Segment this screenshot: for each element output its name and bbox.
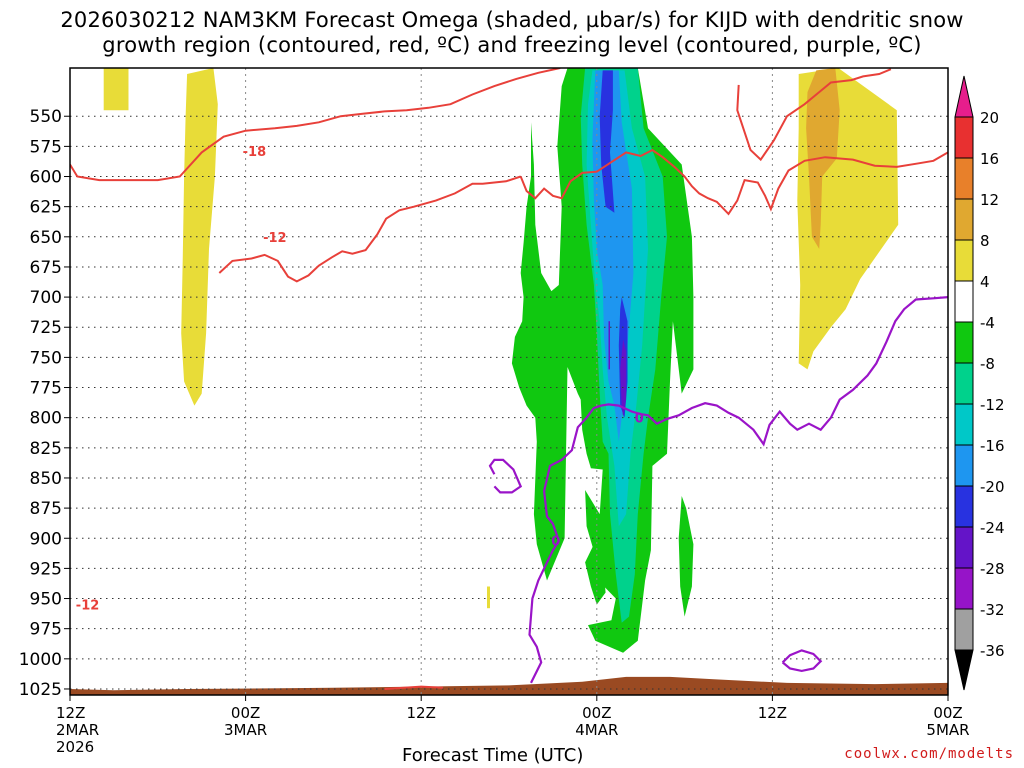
omega-region-neg4-6 — [585, 544, 606, 605]
dendritic-contour-4 — [384, 685, 444, 690]
y-tick-label-975: 975 — [30, 620, 62, 640]
x-tick-label-0-1: 2MAR — [56, 721, 99, 739]
y-tick-label-925: 925 — [30, 559, 62, 579]
omega-region-neg4-7 — [678, 496, 694, 617]
dendritic-contour-label-1: -12 — [263, 231, 287, 246]
dendritic-contour-label-2: -12 — [76, 599, 100, 614]
freezing-contour-0 — [528, 296, 948, 684]
colorbar-label-12: -32 — [980, 601, 1005, 619]
chart-title-line-2: growth region (contoured, red, ºC) and f… — [102, 33, 922, 57]
colorbar-label-6: -8 — [980, 355, 995, 373]
y-tick-label-600: 600 — [30, 168, 62, 188]
y-tick-label-700: 700 — [30, 288, 62, 308]
colorbar-bin-9 — [954, 485, 974, 528]
freezing-contour-label-1: 0 — [551, 535, 560, 550]
y-tick-label-775: 775 — [30, 379, 62, 399]
terrain-fill — [70, 676, 948, 695]
colorbar-label-1: 16 — [980, 150, 999, 168]
omega-shading-layer — [70, 68, 948, 695]
x-tick-label-0-2: 2026 — [56, 738, 94, 756]
plot-frame — [69, 67, 949, 696]
y-tick-label-1000: 1000 — [19, 650, 62, 670]
colorbar-bin-8 — [954, 444, 974, 487]
colorbar-bin-1 — [954, 157, 974, 200]
colorbar-bin-12 — [954, 608, 974, 651]
dendritic-contour-1 — [218, 175, 522, 283]
colorbar-bin-10 — [954, 526, 974, 569]
colorbar-bin-4 — [954, 280, 974, 323]
x-tick-label-4-0: 12Z — [758, 704, 787, 722]
colorbar-label-3: 8 — [980, 232, 990, 250]
y-tick-label-725: 725 — [30, 318, 62, 338]
dendritic-contour-2 — [519, 148, 948, 216]
colorbar-bin-11 — [954, 567, 974, 610]
omega-region-4-4 — [487, 586, 490, 609]
omega-region-4-0 — [103, 68, 129, 111]
colorbar-bin-2 — [954, 198, 974, 241]
colorbar-label-10: -24 — [980, 519, 1005, 537]
x-tick-label-2-0: 12Z — [407, 704, 436, 722]
colorbar-bottom-arrow — [954, 649, 974, 691]
colorbar-label-0: 20 — [980, 109, 999, 127]
dendritic-contour-label-0: -18 — [243, 145, 267, 160]
y-tick-label-625: 625 — [30, 198, 62, 218]
y-tick-label-875: 875 — [30, 499, 62, 519]
chart-title-line-1: 2026030212 NAM3KM Forecast Omega (shaded… — [60, 8, 964, 32]
colorbar-bin-3 — [954, 239, 974, 282]
colorbar-top-arrow — [954, 75, 974, 118]
y-tick-label-850: 850 — [30, 469, 62, 489]
freezing-level-contours-layer: 00 — [488, 296, 948, 684]
terrain-layer — [70, 676, 948, 695]
x-tick-label-3-0: 00Z — [582, 704, 611, 722]
colorbar-label-2: 12 — [980, 191, 999, 209]
colorbar-label-7: -12 — [980, 396, 1005, 414]
y-tick-label-675: 675 — [30, 258, 62, 278]
colorbar: 20 16 12 8 4 -4 -8 -12 -16 -20 -24 -28 -32 -36 — [954, 75, 1005, 691]
site-credit: coolwx.com/modelts — [844, 746, 1014, 762]
y-tick-label-750: 750 — [30, 348, 62, 368]
dendritic-contours-layer: -18 -12 -12 — [70, 68, 948, 690]
omega-region-neg24-13 — [620, 339, 627, 418]
x-tick-label-5-0: 00Z — [933, 704, 962, 722]
x-axis-label: Forecast Time (UTC) — [402, 745, 584, 766]
y-tick-label-575: 575 — [30, 137, 62, 157]
x-tick-label-3-1: 4MAR — [575, 721, 618, 739]
y-tick-label-900: 900 — [30, 529, 62, 549]
grid-layer — [70, 68, 948, 695]
y-tick-label-825: 825 — [30, 439, 62, 459]
y-tick-label-800: 800 — [30, 409, 62, 429]
dendritic-contour-3 — [736, 68, 892, 162]
colorbar-label-11: -28 — [980, 560, 1005, 578]
omega-region-neg24-14 — [608, 321, 610, 370]
y-tick-label-1025: 1025 — [19, 680, 62, 700]
x-tick-label-0-0: 12Z — [56, 704, 85, 722]
colorbar-bin-5 — [954, 321, 974, 364]
colorbar-bin-0 — [954, 116, 974, 159]
colorbar-label-8: -16 — [980, 437, 1005, 455]
freezing-contour-1 — [488, 458, 523, 494]
colorbar-bin-6 — [954, 362, 974, 405]
colorbar-label-9: -20 — [980, 478, 1005, 496]
freezing-contour-2 — [781, 649, 823, 673]
x-tick-label-1-1: 3MAR — [224, 721, 267, 739]
dendritic-contour-0 — [70, 68, 561, 182]
y-tick-label-550: 550 — [30, 107, 62, 127]
x-tick-label-1-0: 00Z — [231, 704, 260, 722]
colorbar-bin-7 — [954, 403, 974, 446]
axes-layer: 550 575 600 625 650 675 700 725 750 775 800 825 850 8… — [19, 67, 970, 756]
colorbar-label-13: -36 — [980, 642, 1005, 660]
freezing-contour-label-0: 0 — [635, 412, 644, 427]
x-tick-label-5-1: 5MAR — [926, 721, 969, 739]
colorbar-label-4: 4 — [980, 273, 990, 291]
y-tick-label-950: 950 — [30, 590, 62, 610]
y-tick-label-650: 650 — [30, 228, 62, 248]
omega-region-neg20-11 — [599, 70, 615, 213]
omega-region-4-1 — [181, 68, 218, 406]
colorbar-label-5: -4 — [980, 314, 995, 332]
